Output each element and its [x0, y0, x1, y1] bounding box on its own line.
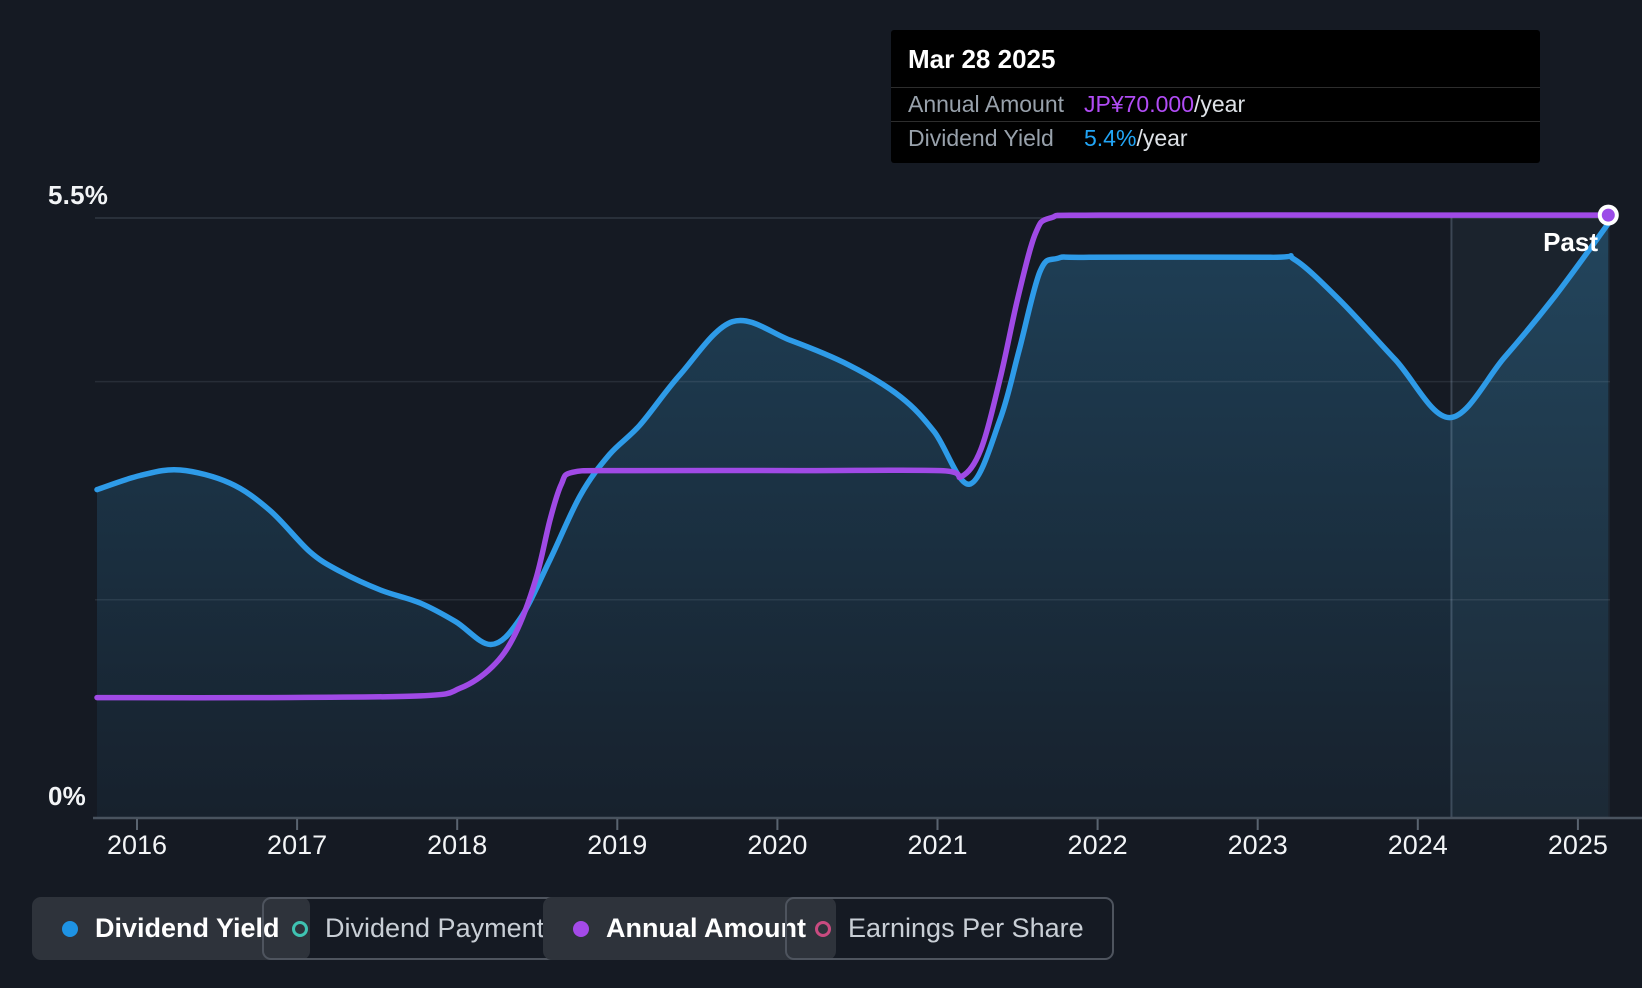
tooltip-label: Dividend Yield [908, 125, 1054, 151]
y-axis-label-max: 5.5% [48, 180, 109, 210]
x-axis-label-2025: 2025 [1547, 830, 1608, 860]
legend-label: Dividend Payments [325, 913, 558, 943]
tooltip-value: 5.4% [1084, 125, 1137, 151]
chart-legend: Dividend Yield Dividend Payments Annual … [0, 897, 1642, 960]
tooltip-value: JP¥70.000 [1084, 91, 1194, 117]
tooltip-suffix: /year [1193, 91, 1246, 117]
annual-amount-dot-icon [573, 920, 589, 937]
x-axis-label-2016: 2016 [106, 830, 168, 860]
x-axis-label-2018: 2018 [427, 830, 488, 860]
tooltip-row-annual-amount: Annual Amount JP¥70.000 /year [891, 87, 1540, 121]
legend-button-annual-amount[interactable]: Annual Amount [543, 897, 836, 960]
legend-button-dividend-payments[interactable]: Dividend Payments [262, 897, 588, 960]
x-axis-label-2021: 2021 [907, 830, 968, 860]
annual-amount-end-marker [1597, 204, 1619, 226]
dividend-payments-ring-icon [292, 920, 308, 937]
past-label: Past [1543, 227, 1598, 257]
earnings-per-share-ring-icon [815, 920, 831, 937]
x-axis-label-2024: 2024 [1387, 830, 1448, 860]
x-axis-label-2017: 2017 [267, 830, 328, 860]
legend-label: Dividend Yield [95, 913, 280, 943]
dividend-yield-dot-icon [62, 920, 78, 937]
tooltip-label: Annual Amount [908, 91, 1065, 117]
tooltip-row-dividend-yield: Dividend Yield 5.4% /year [891, 121, 1540, 155]
legend-label: Earnings Per Share [848, 913, 1084, 943]
legend-button-earnings-per-share[interactable]: Earnings Per Share [785, 897, 1114, 960]
yield-area-fill [97, 223, 1609, 818]
y-axis-label-min: 0% [48, 781, 86, 811]
x-axis-label-2023: 2023 [1227, 830, 1288, 860]
dividend-yield-line [94, 220, 1612, 648]
legend-label: Annual Amount [606, 913, 806, 943]
tooltip-suffix: /year [1136, 125, 1188, 151]
x-axis-label-2022: 2022 [1067, 830, 1128, 860]
x-axis-label-2020: 2020 [747, 830, 808, 860]
tooltip-date: Mar 28 2025 [908, 44, 1056, 74]
annual-amount-line [94, 212, 1612, 701]
x-axis-label-2019: 2019 [587, 830, 648, 860]
chart-tooltip: Mar 28 2025 Annual Amount JP¥70.000 /yea… [891, 30, 1540, 163]
